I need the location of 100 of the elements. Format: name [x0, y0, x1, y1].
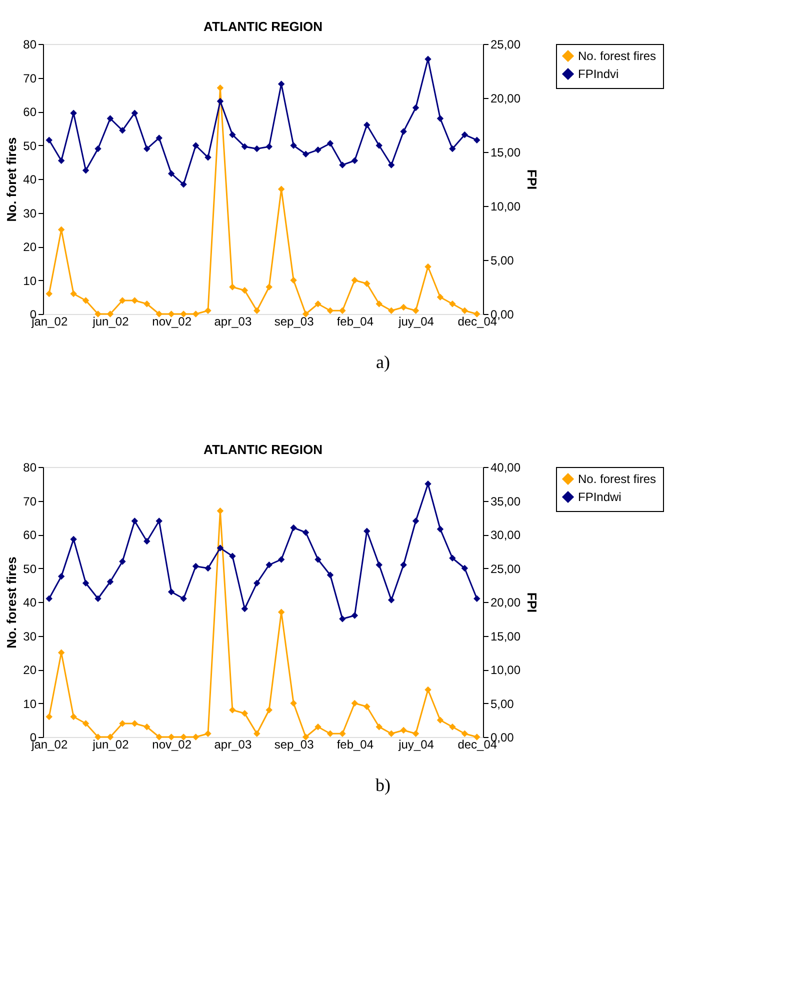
point	[119, 127, 126, 134]
point	[388, 162, 395, 168]
point	[58, 649, 65, 656]
point	[400, 304, 407, 311]
point	[412, 518, 420, 524]
text: b)	[376, 775, 390, 795]
point	[302, 310, 310, 318]
y2-tick-label: 10,00	[490, 200, 521, 214]
y-tick-label: 40	[23, 172, 37, 186]
point	[314, 724, 322, 730]
point	[46, 595, 52, 602]
point	[278, 186, 285, 192]
y-tick-label: 70	[23, 71, 37, 86]
point	[339, 616, 346, 622]
point	[156, 134, 162, 142]
point	[168, 170, 175, 177]
y-tick-label: 10	[23, 274, 37, 288]
point	[192, 562, 200, 570]
point	[449, 145, 456, 152]
point	[156, 310, 162, 318]
point	[216, 508, 224, 514]
y-tick-label: 20	[23, 240, 37, 254]
point	[82, 167, 90, 174]
y2-tick-label: 5,00	[490, 254, 514, 268]
point	[204, 730, 212, 737]
legend-label: FPIndwi	[578, 490, 622, 504]
point	[144, 300, 150, 308]
x-tick-label: juy_04	[398, 314, 434, 328]
point	[82, 580, 90, 586]
point	[326, 730, 334, 737]
point	[58, 157, 65, 164]
point	[388, 596, 395, 604]
point	[400, 726, 407, 734]
point	[58, 572, 65, 580]
point	[168, 310, 175, 318]
point	[131, 720, 138, 727]
point	[412, 104, 420, 112]
y2-axis-title: FPI	[524, 592, 540, 613]
x-tick-label: sep_03	[274, 314, 314, 328]
point	[412, 307, 420, 314]
point	[58, 226, 65, 233]
point	[216, 98, 224, 105]
point	[339, 307, 346, 314]
x-tick-label: nov_02	[152, 314, 192, 328]
point	[376, 300, 382, 308]
point	[180, 310, 187, 318]
point	[241, 710, 248, 717]
y-tick-label: 30	[23, 629, 37, 644]
point	[376, 562, 382, 568]
y2-tick-label: 35,00	[490, 494, 521, 508]
y-tick-label: 30	[23, 206, 37, 220]
y-axis-title: No. forest fires	[4, 556, 20, 648]
point	[424, 686, 432, 694]
y-tick-label: 20	[23, 663, 37, 677]
point	[290, 276, 297, 284]
point	[302, 150, 310, 158]
point	[131, 518, 138, 524]
y-tick-label: 80	[23, 38, 37, 52]
point	[94, 145, 102, 152]
point	[326, 140, 334, 147]
point	[70, 713, 77, 720]
point	[339, 730, 346, 737]
y-tick-label: 60	[23, 528, 37, 542]
point	[364, 280, 370, 287]
point	[46, 136, 52, 144]
point	[266, 562, 272, 568]
y-tick-label: 80	[23, 460, 37, 474]
point	[82, 720, 90, 727]
y2-tick-label: 5,00	[490, 696, 514, 711]
point	[241, 143, 248, 150]
x-tick-label: jun_02	[92, 314, 130, 328]
point	[106, 115, 114, 122]
point	[144, 538, 150, 545]
point	[119, 720, 126, 727]
point	[400, 562, 407, 568]
y2-tick-label: 20,00	[490, 92, 521, 106]
point	[364, 703, 370, 710]
point	[290, 524, 297, 532]
point	[131, 110, 138, 116]
point	[436, 526, 444, 532]
point	[70, 290, 77, 298]
point	[461, 730, 468, 737]
y-tick-label: 50	[23, 138, 37, 153]
point	[131, 297, 138, 304]
point	[339, 162, 346, 168]
point	[449, 554, 456, 562]
x-tick-label: feb_04	[336, 314, 374, 328]
point	[474, 595, 480, 602]
y2-tick-label: 25,00	[490, 38, 521, 52]
x-tick-label: feb_04	[336, 738, 374, 752]
x-tick-label: jun_02	[92, 738, 130, 752]
point	[180, 595, 187, 602]
point	[424, 263, 432, 270]
point	[302, 529, 310, 536]
point	[241, 605, 248, 612]
point	[168, 734, 175, 740]
y2-axis-title: FPI	[524, 169, 540, 190]
point	[229, 706, 236, 714]
point	[168, 588, 175, 596]
point	[229, 552, 236, 560]
